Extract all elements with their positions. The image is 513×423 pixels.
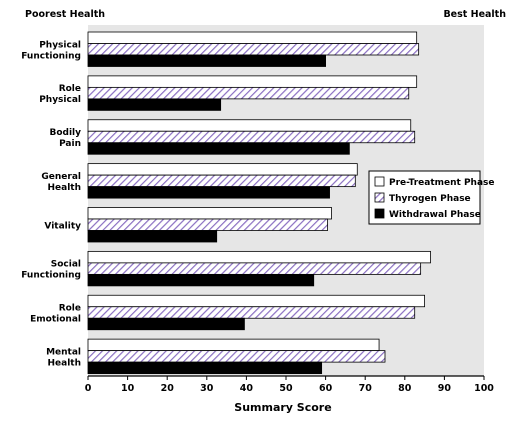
bar-physical-functioning-withdrawal-phase (87, 54, 327, 67)
bar-bodily-pain-withdrawal-phase (87, 142, 350, 155)
bar-mental-health-withdrawal-phase (87, 361, 323, 375)
category-label-physical-functioning: Physical Functioning (21, 40, 81, 61)
bar-vitality-thyrogen-phase (87, 218, 328, 231)
bar-general-health-thyrogen-phase (87, 174, 356, 188)
bar-role-emotional-withdrawal-phase (87, 317, 245, 331)
x-tick-label-50: 50 (279, 383, 293, 394)
bar-bodily-pain-thyrogen-phase (87, 130, 416, 144)
category-label-role-physical: Role Physical (39, 84, 81, 105)
bar-mental-health-thyrogen-phase (87, 350, 386, 363)
bar-social-functioning-pre-treatment-phase (87, 250, 431, 264)
legend-label-withdrawal-phase: Withdrawal Phase (389, 210, 481, 220)
legend-label-pre-treatment-phase: Pre-Treatment Phase (389, 178, 494, 188)
legend-swatch-withdrawal-phase (374, 208, 385, 219)
bar-physical-functioning-thyrogen-phase (87, 43, 420, 56)
legend-label-thyrogen-phase: Thyrogen Phase (389, 194, 471, 204)
legend-box (368, 170, 481, 225)
legend-swatch-thyrogen-phase (374, 192, 385, 203)
bar-role-physical-thyrogen-phase (87, 86, 410, 100)
bar-social-functioning-withdrawal-phase (87, 273, 315, 287)
bar-general-health-pre-treatment-phase (87, 163, 358, 176)
legend: Pre-Treatment Phase Thyrogen Phase Withdra… (368, 170, 494, 225)
x-tick-label-70: 70 (359, 383, 373, 394)
x-tick-label-30: 30 (200, 383, 214, 394)
left-edge-label: Poorest Health (25, 9, 105, 20)
x-tick-label-90: 90 (438, 383, 452, 394)
x-tick-label-100: 100 (474, 383, 494, 394)
bar-role-emotional-thyrogen-phase (87, 306, 416, 319)
category-label-general-health: General Health (41, 172, 81, 193)
bar-vitality-pre-treatment-phase (87, 207, 332, 220)
x-tick-label-0: 0 (85, 383, 92, 394)
bar-social-functioning-thyrogen-phase (87, 262, 422, 275)
bar-role-emotional-pre-treatment-phase (87, 294, 426, 308)
x-tick-label-20: 20 (161, 383, 175, 394)
bar-role-physical-pre-treatment-phase (87, 75, 418, 88)
bar-bodily-pain-pre-treatment-phase (87, 119, 412, 132)
category-label-vitality: Vitality (44, 221, 81, 231)
x-tick-label-40: 40 (240, 383, 254, 394)
bars-group (87, 31, 431, 375)
x-axis-ticks: 0 10 20 30 40 50 60 70 80 90 100 (85, 376, 494, 394)
bar-role-physical-withdrawal-phase (87, 98, 222, 111)
bar-vitality-withdrawal-phase (87, 230, 218, 243)
x-tick-label-60: 60 (319, 383, 333, 394)
category-label-bodily-pain: Bodily Pain (49, 128, 81, 149)
bar-physical-functioning-pre-treatment-phase (87, 31, 418, 44)
x-tick-label-80: 80 (398, 383, 412, 394)
x-axis-title: Summary Score (234, 401, 331, 414)
legend-swatch-pre-treatment-phase (374, 176, 385, 187)
x-tick-label-10: 10 (121, 383, 135, 394)
bar-mental-health-pre-treatment-phase (87, 338, 380, 352)
category-labels: Physical Functioning Role Physical Bodily Pai… (21, 40, 81, 368)
category-label-mental-health: Mental Health (46, 347, 81, 368)
right-edge-label: Best Health (443, 9, 506, 20)
category-label-role-emotional: Role Emotional (30, 304, 81, 325)
bar-general-health-withdrawal-phase (87, 186, 330, 199)
category-label-social-functioning: Social Functioning (21, 260, 81, 281)
